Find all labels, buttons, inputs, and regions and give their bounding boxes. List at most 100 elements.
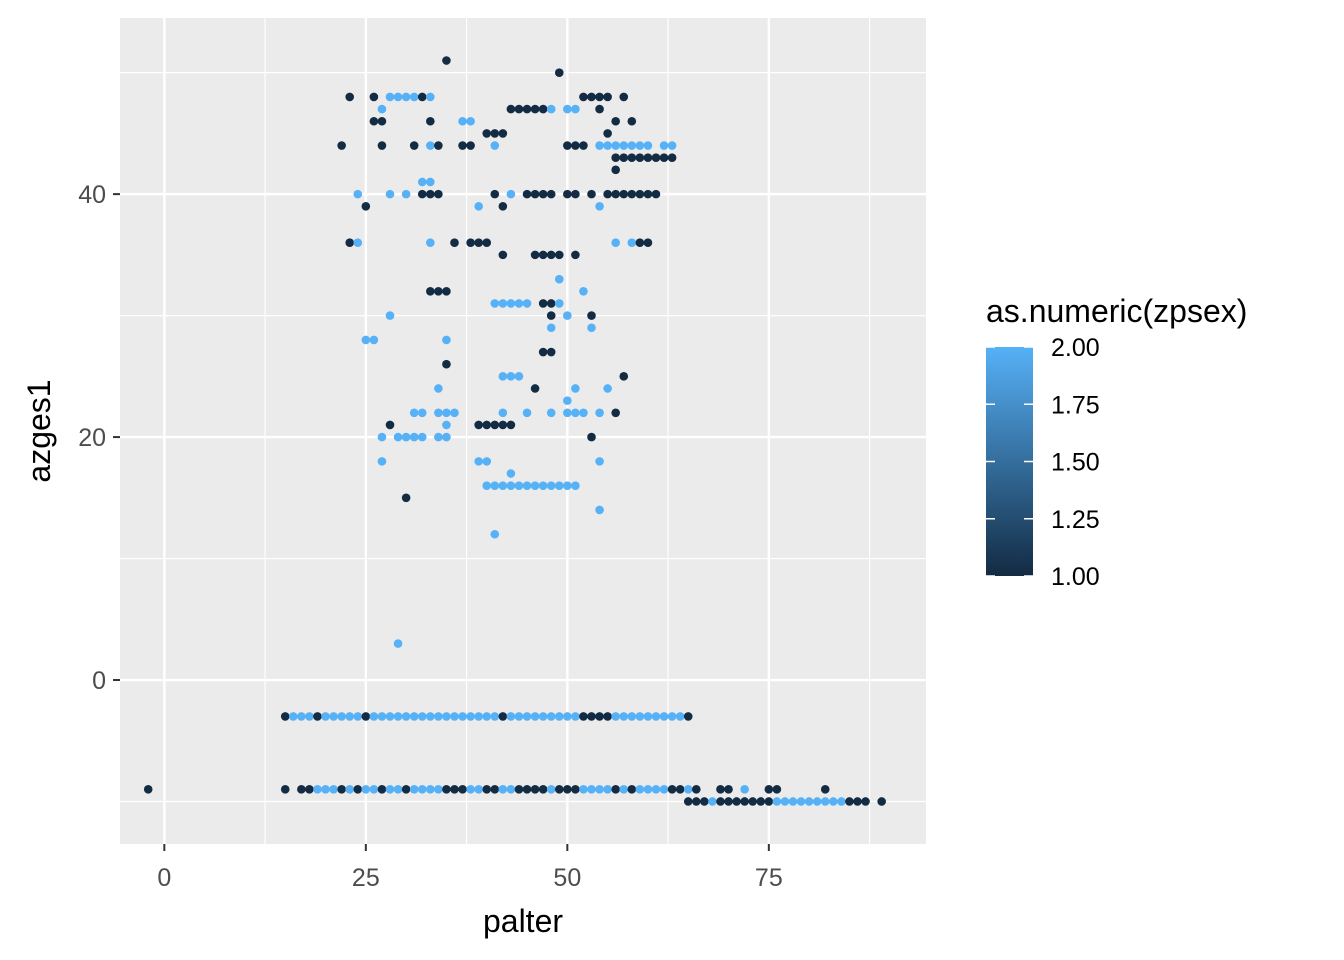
data-point bbox=[434, 785, 443, 794]
data-point bbox=[804, 797, 814, 806]
data-point bbox=[635, 238, 645, 248]
data-point bbox=[409, 712, 419, 721]
data-point bbox=[490, 712, 500, 721]
data-point bbox=[595, 408, 604, 418]
data-point bbox=[845, 797, 854, 806]
data-point bbox=[313, 785, 322, 794]
data-point bbox=[546, 323, 556, 333]
data-point bbox=[498, 712, 508, 721]
data-point bbox=[417, 408, 427, 418]
data-point bbox=[458, 141, 467, 150]
data-point bbox=[683, 797, 693, 806]
data-point bbox=[426, 238, 435, 248]
data-point bbox=[369, 712, 379, 721]
y-axis-ticks: 0 20 40 bbox=[78, 181, 120, 695]
data-point bbox=[401, 493, 411, 503]
data-point bbox=[337, 712, 346, 721]
data-point bbox=[772, 785, 782, 794]
data-point bbox=[530, 189, 540, 199]
data-point bbox=[353, 785, 363, 794]
x-axis-ticks: 0 25 50 75 bbox=[157, 844, 783, 892]
data-point bbox=[514, 372, 524, 381]
data-point bbox=[675, 785, 685, 794]
data-point bbox=[579, 141, 588, 150]
data-point bbox=[571, 481, 580, 490]
data-point bbox=[442, 287, 451, 296]
data-point bbox=[280, 785, 290, 794]
legend-tick-label: 1.50 bbox=[1051, 449, 1100, 477]
data-point bbox=[434, 141, 443, 150]
data-point bbox=[554, 785, 564, 794]
data-point bbox=[442, 432, 451, 442]
data-point bbox=[401, 432, 411, 442]
data-point bbox=[571, 384, 580, 393]
data-point bbox=[748, 797, 758, 806]
data-point bbox=[297, 785, 306, 794]
data-point bbox=[837, 797, 846, 806]
data-point bbox=[595, 141, 604, 150]
data-point bbox=[313, 712, 322, 721]
data-point bbox=[595, 104, 604, 114]
data-point bbox=[611, 189, 620, 199]
data-point bbox=[417, 92, 427, 102]
data-point bbox=[514, 712, 524, 721]
data-point bbox=[426, 189, 435, 199]
data-point bbox=[393, 712, 403, 721]
legend-ticks: 2.00 1.75 1.50 1.25 1.00 bbox=[986, 334, 1100, 591]
major-gridlines bbox=[120, 18, 926, 844]
data-point bbox=[571, 250, 580, 260]
data-point bbox=[530, 104, 540, 114]
data-point bbox=[506, 299, 516, 308]
data-point bbox=[498, 420, 508, 430]
data-point bbox=[619, 785, 629, 794]
data-point bbox=[466, 712, 475, 721]
data-point bbox=[498, 481, 508, 490]
data-point bbox=[659, 712, 669, 721]
data-point bbox=[498, 129, 508, 138]
data-point bbox=[345, 238, 355, 248]
data-point bbox=[530, 384, 540, 393]
data-point bbox=[667, 712, 677, 721]
data-point bbox=[538, 104, 548, 114]
data-point bbox=[426, 116, 435, 126]
data-point bbox=[772, 797, 782, 806]
data-point bbox=[546, 104, 556, 114]
data-point bbox=[474, 420, 483, 430]
x-tick-label: 0 bbox=[157, 864, 171, 892]
data-point bbox=[329, 712, 338, 721]
data-point bbox=[288, 712, 298, 721]
data-point bbox=[361, 201, 371, 211]
data-point bbox=[401, 92, 411, 102]
data-point bbox=[796, 797, 806, 806]
plot-panel bbox=[120, 18, 926, 844]
data-point bbox=[619, 189, 629, 199]
data-point bbox=[393, 92, 403, 102]
data-point bbox=[587, 432, 596, 442]
data-point bbox=[297, 712, 306, 721]
data-point bbox=[724, 785, 733, 794]
data-point bbox=[442, 420, 451, 430]
data-point bbox=[482, 420, 492, 430]
data-point bbox=[603, 92, 612, 102]
data-point bbox=[546, 481, 556, 490]
data-point bbox=[353, 189, 363, 199]
data-point bbox=[401, 712, 411, 721]
data-point bbox=[458, 712, 467, 721]
data-point bbox=[554, 274, 564, 284]
data-point bbox=[369, 92, 379, 102]
data-point bbox=[643, 189, 653, 199]
data-point bbox=[498, 250, 508, 260]
data-point bbox=[426, 785, 435, 794]
data-point bbox=[474, 201, 483, 211]
data-point bbox=[740, 797, 749, 806]
legend-tick-label: 1.00 bbox=[1051, 563, 1100, 591]
data-point bbox=[345, 92, 355, 102]
data-point bbox=[514, 104, 524, 114]
data-point bbox=[651, 153, 661, 162]
data-point bbox=[305, 785, 314, 794]
data-point bbox=[563, 189, 572, 199]
data-point bbox=[603, 141, 612, 150]
data-point bbox=[554, 68, 564, 77]
data-point bbox=[377, 432, 387, 442]
data-point bbox=[603, 129, 612, 138]
